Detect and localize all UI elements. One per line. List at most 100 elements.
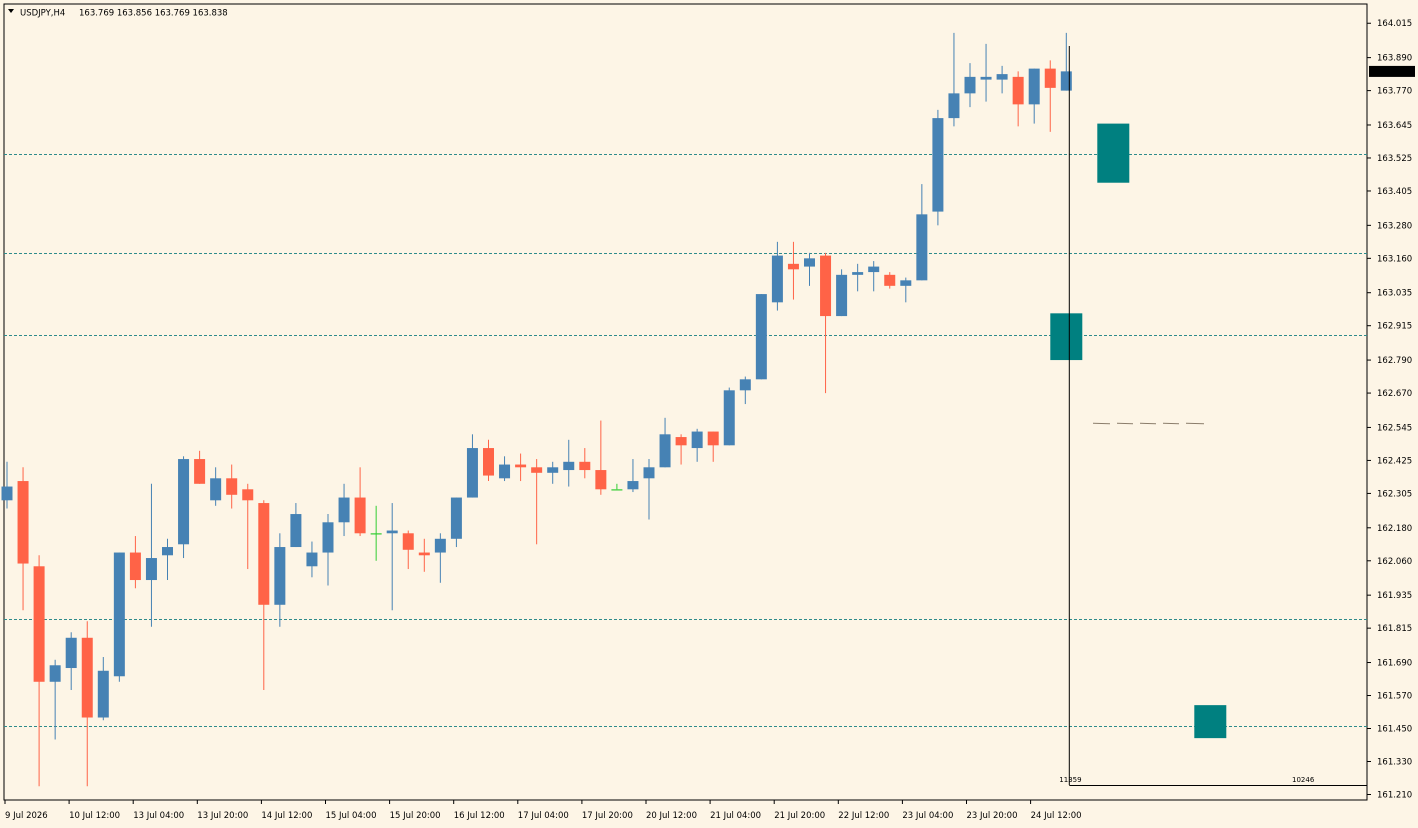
candle	[274, 533, 286, 627]
candle	[787, 241, 799, 300]
candle	[450, 497, 462, 548]
y-tick-label: 162.915	[1377, 322, 1412, 332]
candle	[354, 467, 366, 537]
candle-body	[595, 470, 607, 490]
x-tick-label: 20 Jul 12:00	[646, 811, 697, 821]
candle-body	[242, 489, 254, 501]
zone-box	[1050, 313, 1083, 361]
ohlc-readout: 163.769 163.856 163.769 163.838	[79, 9, 228, 19]
candle	[17, 467, 29, 611]
candle	[402, 530, 414, 570]
candle-body	[659, 434, 671, 468]
candle-body	[274, 547, 286, 605]
candle	[595, 420, 607, 495]
candle	[499, 456, 511, 482]
candle-body	[499, 464, 511, 479]
candle-body	[483, 448, 494, 476]
candle	[820, 252, 832, 394]
candle	[739, 376, 751, 405]
candle-body	[1028, 68, 1040, 105]
candle-body	[900, 280, 912, 286]
y-tick-label: 162.305	[1377, 489, 1412, 499]
candle	[113, 552, 125, 682]
candle	[675, 434, 687, 465]
candle	[386, 503, 398, 611]
candle	[643, 459, 655, 520]
profile-dash	[1116, 422, 1134, 425]
candle	[980, 43, 992, 102]
candle	[434, 533, 446, 583]
symbol-label: USDJPY,H4	[20, 9, 65, 19]
candle	[178, 456, 190, 559]
x-tick-label: 15 Jul 04:00	[326, 811, 377, 821]
x-tick-label: 10 Jul 12:00	[69, 811, 120, 821]
x-tick-label: 15 Jul 20:00	[390, 811, 441, 821]
candle-body	[97, 670, 109, 718]
candle-body	[162, 547, 173, 556]
candle-body	[531, 467, 543, 473]
symbol-dropdown-icon[interactable]	[8, 9, 14, 13]
candle	[531, 459, 543, 545]
candle	[1060, 32, 1072, 91]
x-tick-label: 23 Jul 20:00	[967, 811, 1018, 821]
candle-body	[932, 118, 944, 212]
candle-body	[81, 637, 93, 718]
current-price-tag	[1369, 65, 1415, 77]
y-tick-label: 161.815	[1377, 624, 1412, 634]
profile-dash	[1092, 422, 1111, 425]
candle-body	[916, 214, 928, 281]
x-tick-label: 21 Jul 04:00	[710, 811, 761, 821]
candle-body	[723, 390, 735, 446]
y-tick-label: 162.425	[1377, 456, 1412, 466]
candle	[771, 241, 783, 311]
candle-body	[113, 552, 125, 677]
candle-body	[466, 448, 478, 498]
candle	[210, 467, 222, 506]
candle	[852, 263, 864, 292]
candle-body	[515, 464, 527, 468]
candle	[996, 65, 1008, 94]
y-tick-label: 163.645	[1377, 121, 1412, 131]
candle	[1028, 68, 1040, 124]
y-tick-label: 161.570	[1377, 692, 1412, 702]
x-tick-label: 16 Jul 12:00	[454, 811, 505, 821]
y-tick-label: 163.160	[1377, 254, 1412, 264]
candle-body	[338, 497, 350, 523]
candle-body	[964, 76, 976, 94]
profile-dash	[1162, 422, 1180, 425]
y-tick-label: 163.525	[1377, 154, 1412, 164]
candle-body	[884, 274, 896, 286]
zone-box	[1194, 705, 1227, 739]
candle-body	[579, 461, 591, 471]
candle	[1044, 60, 1056, 132]
x-tick-label: 21 Jul 20:00	[774, 811, 825, 821]
candle	[338, 483, 350, 537]
candle-body	[322, 522, 334, 553]
candle-body	[804, 258, 815, 267]
candle	[723, 387, 735, 446]
y-tick-label: 162.545	[1377, 423, 1412, 433]
candle	[659, 417, 671, 468]
x-tick-label: 17 Jul 20:00	[582, 811, 633, 821]
candle	[611, 483, 623, 491]
y-tick-label: 164.015	[1377, 19, 1412, 29]
x-tick-label: 22 Jul 12:00	[838, 811, 889, 821]
volume-label: 10246	[1292, 776, 1315, 784]
candle	[129, 536, 141, 589]
x-tick-label: 13 Jul 04:00	[133, 811, 184, 821]
candle-body	[643, 467, 655, 479]
candle	[33, 555, 45, 787]
candle	[868, 261, 880, 292]
candle-body	[226, 478, 238, 495]
candle	[370, 505, 382, 561]
candle-body	[836, 274, 848, 317]
y-tick-label: 161.935	[1377, 591, 1412, 601]
x-tick-label: 17 Jul 04:00	[518, 811, 569, 821]
y-tick-label: 163.280	[1377, 221, 1412, 231]
candle-body	[49, 665, 61, 682]
candle	[145, 483, 157, 627]
y-tick-label: 161.450	[1377, 725, 1412, 735]
candle-body	[17, 481, 29, 564]
candle-body	[450, 497, 462, 539]
